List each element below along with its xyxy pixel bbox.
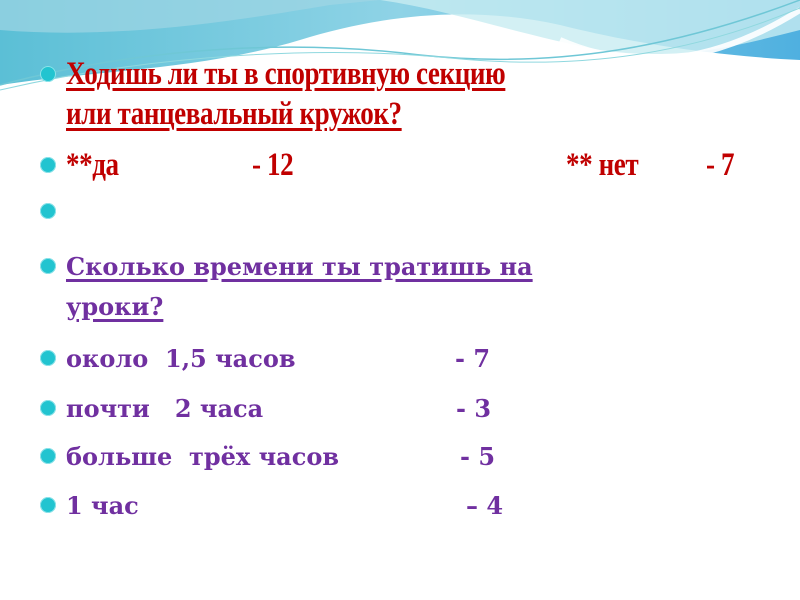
empty-bullet [40,193,66,229]
answer-row: около 1,5 часов - 7 [40,340,520,376]
answer-row: 1 час – 4 [40,487,520,523]
bullet-icon [40,497,56,513]
q2-line1: Сколько времени ты тратишь на [40,248,533,284]
bullet-icon [40,400,56,416]
bullet-icon [40,66,56,82]
bullet-icon [40,258,56,274]
answer-row: почти 2 часа - 3 [40,390,520,426]
answer-row: больше трёх часов - 5 [40,438,520,474]
q1-answers: **да - 12 ** нет - 7 [40,147,780,183]
q1-line2: или танцевальный кружок? [66,95,402,132]
bullet-icon [40,448,56,464]
q2-line2: уроки? [66,291,164,321]
q1-line1: Ходишь ли ты в спортивную секцию [40,56,602,92]
bullet-icon [40,203,56,219]
bullet-icon [40,350,56,366]
bullet-icon [40,157,56,173]
